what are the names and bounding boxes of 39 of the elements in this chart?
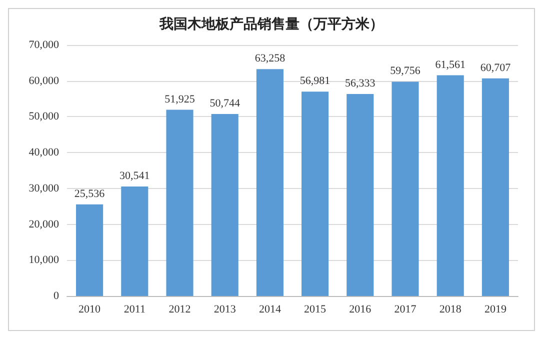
x-tick-label: 2018 [439,304,462,316]
y-tick-label: 40,000 [28,146,60,159]
data-label: 56,981 [300,75,330,88]
bar [482,78,509,296]
x-tick-label: 2013 [214,304,236,316]
x-tick-label: 2010 [78,304,102,316]
y-tick-label: 60,000 [28,74,60,87]
y-tick-label: 0 [54,290,60,302]
data-label: 25,536 [74,188,106,200]
data-label: 50,744 [210,98,240,110]
bar [346,94,374,296]
bar [166,110,194,296]
x-tick-label: 2011 [124,304,146,316]
data-label: 30,541 [120,170,150,182]
y-tick-label: 70,000 [28,39,60,51]
bar [436,75,464,296]
data-label: 56,333 [345,78,376,90]
bar [302,92,329,296]
data-label: 61,561 [435,58,466,71]
y-tick-label: 20,000 [28,218,60,230]
x-tick-label: 2012 [168,304,191,316]
y-tick-label: 30,000 [28,182,60,194]
bar [76,204,104,296]
x-tick-label: 2015 [304,304,327,316]
chart-title: 我国木地板产品销售量（万平方米） [158,16,384,32]
data-label: 51,925 [164,93,196,106]
bar [392,82,419,296]
bar [211,114,238,296]
y-tick-label: 50,000 [28,110,60,123]
y-tick-label: 10,000 [28,254,60,266]
x-tick-label: 2014 [258,304,282,316]
data-label: 60,707 [480,62,512,74]
data-label: 63,258 [254,52,286,65]
data-label: 59,756 [390,65,421,78]
bar [256,69,284,296]
x-tick-label: 2019 [484,304,507,316]
bar [121,186,148,296]
x-tick-label: 2017 [394,304,417,316]
x-tick-label: 2016 [349,304,372,316]
